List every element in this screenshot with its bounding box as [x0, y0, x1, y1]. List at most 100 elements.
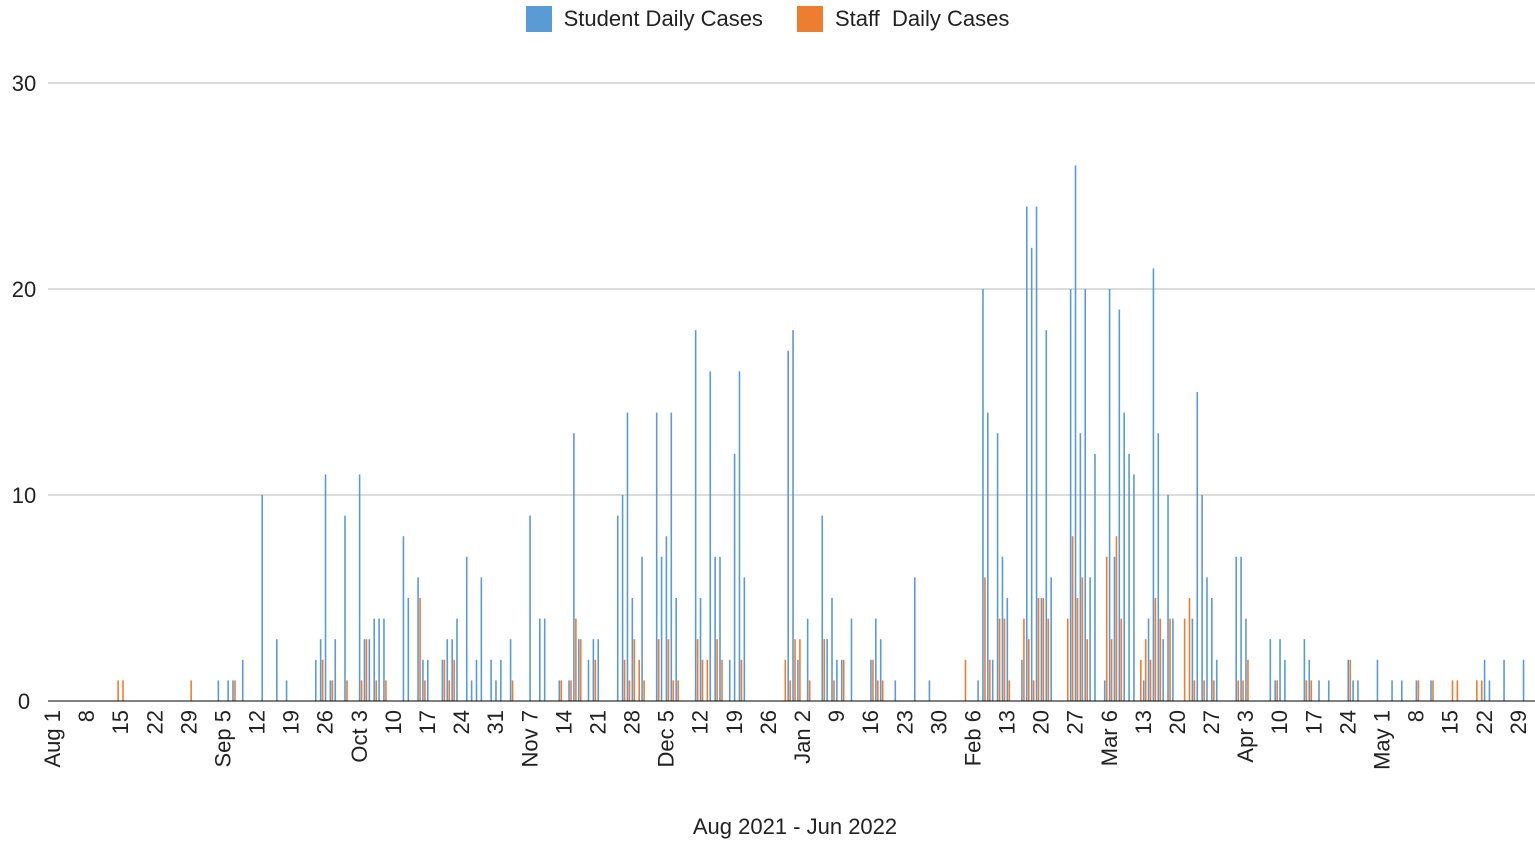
student-bar	[1215, 659, 1218, 701]
student-bar	[728, 659, 731, 701]
student-bar	[1152, 268, 1155, 701]
student-bar	[363, 639, 366, 701]
x-tick-label: 8	[74, 710, 99, 722]
staff-bar	[448, 680, 451, 701]
student-bar	[631, 598, 634, 701]
student-bar	[626, 412, 629, 701]
student-bar	[509, 639, 512, 701]
student-bar	[1157, 433, 1160, 701]
student-bar	[1050, 577, 1052, 701]
staff-bar	[360, 680, 363, 701]
staff-bar	[823, 639, 826, 701]
student-bar	[1347, 659, 1350, 701]
staff-bar	[419, 598, 421, 701]
x-tick-label: 28	[620, 710, 645, 734]
student-bar	[850, 618, 853, 701]
staff-bar	[1310, 680, 1313, 701]
staff-bar	[1213, 680, 1215, 701]
x-tick-label: Aug 1	[40, 710, 65, 768]
staff-bar	[989, 659, 991, 701]
staff-bar	[1247, 659, 1249, 701]
x-tick-label: Nov 7	[517, 710, 542, 767]
x-tick-label: 12	[245, 710, 270, 734]
x-tick-label: 14	[551, 710, 576, 734]
student-bar	[1128, 453, 1130, 701]
student-bar	[709, 371, 712, 701]
x-tick-label: 26	[756, 710, 781, 734]
staff-bar	[1032, 680, 1035, 701]
student-bar	[1123, 412, 1125, 701]
student-bar	[670, 412, 673, 701]
staff-bar	[331, 680, 334, 701]
student-bar	[1162, 639, 1164, 701]
staff-bar	[1086, 639, 1089, 701]
staff-bar	[1417, 680, 1420, 701]
x-tick-label: 19	[279, 710, 304, 734]
staff-bar	[346, 680, 348, 701]
student-bar	[1103, 680, 1106, 701]
staff-bar	[375, 680, 378, 701]
staff-bar	[1183, 618, 1186, 701]
staff-bar	[701, 659, 704, 701]
student-bar	[1040, 598, 1043, 701]
student-bar	[373, 618, 376, 701]
student-bar	[1201, 495, 1203, 701]
student-bar	[232, 680, 234, 701]
staff-bar	[1149, 659, 1152, 701]
staff-bar	[1028, 639, 1030, 701]
student-bar	[529, 515, 531, 701]
student-bar	[1503, 659, 1505, 701]
x-axis-title: Aug 2021 - Jun 2022	[692, 814, 898, 839]
student-bar	[836, 659, 838, 701]
staff-bar	[628, 680, 631, 701]
staff-bar	[1071, 536, 1074, 701]
student-bar	[227, 680, 229, 701]
student-bar	[1045, 330, 1048, 701]
staff-bar	[672, 680, 675, 701]
student-bar	[831, 598, 833, 701]
x-tick-label: 12	[688, 710, 713, 734]
staff-bar	[1242, 680, 1244, 701]
x-tick-label: May 1	[1370, 710, 1395, 770]
student-bar	[1284, 659, 1286, 701]
staff-bar	[964, 659, 967, 701]
x-tick-label: 29	[1506, 710, 1531, 734]
student-bar	[426, 659, 429, 701]
student-bar	[558, 680, 561, 701]
gridlines	[48, 82, 1535, 496]
student-bar	[319, 639, 322, 701]
legend-label-staff: Staff Daily Cases	[834, 6, 1010, 31]
staff-bar	[1076, 598, 1079, 701]
student-bar	[1211, 598, 1213, 701]
x-tick-label: 22	[1472, 710, 1497, 734]
student-bar	[655, 412, 658, 701]
student-bar	[568, 680, 570, 701]
staff-bar	[234, 680, 236, 701]
student-bar	[826, 639, 828, 701]
student-bar	[344, 515, 346, 701]
student-bar	[1026, 206, 1028, 701]
staff-bar	[570, 680, 572, 701]
staff-bar	[1042, 598, 1045, 701]
student-bar	[665, 536, 668, 701]
student-bar	[1245, 618, 1247, 701]
staff-bar	[657, 639, 660, 701]
student-bar	[1274, 680, 1276, 701]
staff-bar	[424, 680, 426, 701]
student-bar	[1303, 639, 1306, 701]
student-bar	[1167, 495, 1169, 701]
y-tick-label: 20	[12, 277, 36, 302]
staff-series	[117, 536, 1483, 701]
student-bar	[1376, 659, 1379, 701]
student-bar	[875, 618, 877, 701]
student-bar	[329, 680, 332, 701]
staff-bar	[740, 659, 743, 701]
student-bar	[996, 433, 999, 701]
x-tick-label: 31	[483, 710, 508, 734]
staff-bar	[579, 639, 582, 701]
staff-bar	[1110, 639, 1113, 701]
staff-bar	[1451, 680, 1454, 701]
staff-bar	[443, 659, 446, 701]
y-tick-label: 30	[12, 71, 36, 96]
staff-bar	[998, 618, 1001, 701]
